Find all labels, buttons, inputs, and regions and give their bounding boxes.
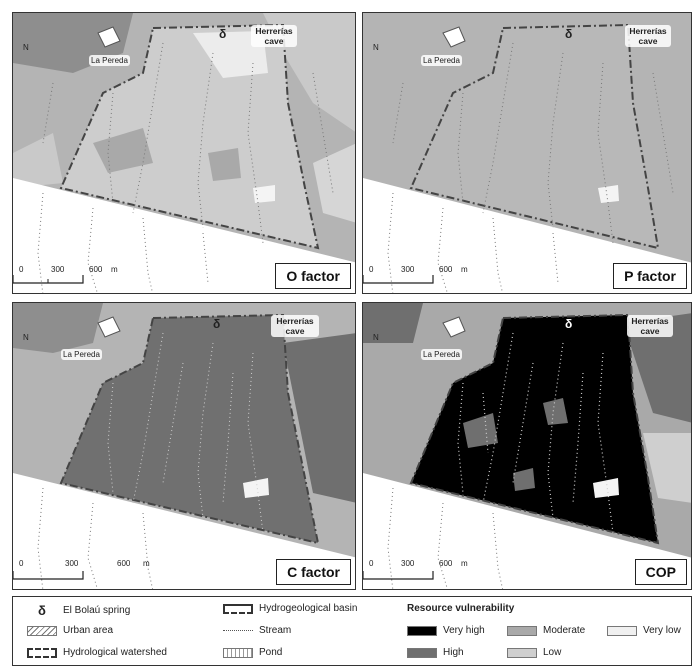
north-arrow: N	[373, 43, 379, 52]
stream-line-swatch	[223, 630, 253, 631]
legend-class-very-low: Very low	[607, 625, 681, 636]
place-label: La Pereda	[421, 349, 462, 360]
urban-hatch-swatch	[27, 625, 57, 636]
north-arrow: N	[23, 333, 29, 342]
factor-label-p: P factor	[613, 263, 687, 289]
spring-icon: δ	[219, 27, 227, 41]
map-panel-o-factor: N La Pereda Herrerías cave δ 0 300 600 m…	[12, 12, 356, 294]
very-high-swatch	[407, 625, 437, 636]
legend-urban-label: Urban area	[63, 625, 114, 636]
map-cop	[363, 303, 691, 589]
scale-tick-0: 0	[19, 265, 24, 274]
scale-tick-0: 0	[19, 559, 24, 568]
legend-class-label: High	[443, 647, 464, 658]
scale-unit: m	[143, 559, 150, 568]
scale-tick-600: 600	[439, 559, 453, 568]
legend-basin: Hydrogeological basin	[223, 603, 357, 614]
legend-class-label: Very low	[643, 625, 681, 636]
map-panel-c-factor: N La Pereda Herrerías cave δ 0 300 600 m…	[12, 302, 356, 590]
spring-icon: δ	[565, 317, 573, 331]
legend-class-label: Moderate	[543, 625, 586, 636]
scale-unit: m	[461, 559, 468, 568]
high-swatch	[407, 647, 437, 658]
legend-class-label: Very high	[443, 625, 485, 636]
watershed-line-swatch	[27, 647, 57, 658]
legend-class-high: High	[407, 647, 464, 658]
spring-icon: δ	[38, 603, 46, 618]
spring-icon: δ	[565, 27, 573, 41]
legend-pond-label: Pond	[259, 647, 283, 658]
legend-class-very-high: Very high	[407, 625, 485, 636]
map-legend: δ El Bolaú spring Urban area Hydrologica…	[12, 596, 692, 666]
moderate-swatch	[507, 625, 537, 636]
scale-tick-300: 300	[401, 559, 415, 568]
north-arrow: N	[23, 43, 29, 52]
legend-urban: Urban area	[27, 625, 113, 636]
scale-tick-0: 0	[369, 265, 374, 274]
scale-tick-600: 600	[439, 265, 453, 274]
scale-tick-0: 0	[369, 559, 374, 568]
legend-class-moderate: Moderate	[507, 625, 585, 636]
legend-class-label: Low	[543, 647, 562, 658]
scale-unit: m	[461, 265, 468, 274]
legend-pond: Pond	[223, 647, 282, 658]
scale-tick-600: 600	[117, 559, 131, 568]
legend-stream-label: Stream	[259, 625, 292, 636]
legend-watershed: Hydrological watershed	[27, 647, 167, 658]
place-label: La Pereda	[89, 55, 130, 66]
cave-label: Herrerías cave	[251, 25, 297, 47]
map-panel-p-factor: N La Pereda Herrerías cave δ 0 300 600 m…	[362, 12, 692, 294]
cave-label: Herrerías cave	[271, 315, 319, 337]
spring-icon: δ	[213, 317, 221, 331]
scale-tick-300: 300	[51, 265, 65, 274]
map-c-factor	[13, 303, 355, 589]
scale-unit: m	[111, 265, 118, 274]
map-p-factor	[363, 13, 691, 293]
legend-spring-label: El Bolaú spring	[63, 605, 131, 616]
scale-tick-300: 300	[401, 265, 415, 274]
low-swatch	[507, 647, 537, 658]
legend-stream: Stream	[223, 625, 291, 636]
cave-label: Herrerías cave	[627, 315, 673, 337]
scale-tick-300: 300	[65, 559, 79, 568]
factor-label-cop: COP	[634, 559, 687, 585]
north-arrow: N	[373, 333, 379, 342]
factor-label-c: C factor	[276, 559, 351, 585]
map-o-factor	[13, 13, 355, 293]
basin-line-swatch	[223, 603, 253, 614]
legend-class-low: Low	[507, 647, 561, 658]
map-panel-cop: N La Pereda Herrerías cave δ 0 300 600 m…	[362, 302, 692, 590]
cave-label: Herrerías cave	[625, 25, 671, 47]
legend-vulnerability-title: Resource vulnerability	[407, 603, 515, 614]
legend-spring: δ El Bolaú spring	[27, 603, 130, 618]
factor-label-o: O factor	[275, 263, 351, 289]
very-low-swatch	[607, 625, 637, 636]
legend-basin-label: Hydrogeological basin	[259, 603, 358, 614]
scale-tick-600: 600	[89, 265, 103, 274]
pond-swatch	[223, 647, 253, 658]
place-label: La Pereda	[61, 349, 102, 360]
place-label: La Pereda	[421, 55, 462, 66]
legend-watershed-label: Hydrological watershed	[63, 647, 167, 658]
